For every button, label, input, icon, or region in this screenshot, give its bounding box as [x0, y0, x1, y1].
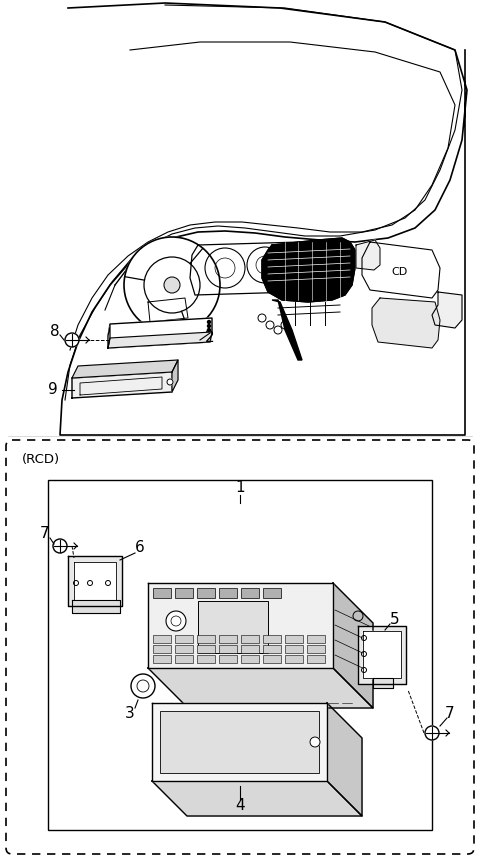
- Polygon shape: [108, 332, 212, 348]
- Bar: [160, 711, 319, 773]
- Bar: [153, 635, 171, 643]
- Circle shape: [65, 333, 79, 347]
- Polygon shape: [72, 600, 120, 613]
- Text: 6: 6: [135, 541, 145, 555]
- Polygon shape: [358, 626, 406, 684]
- Bar: [197, 588, 215, 598]
- Circle shape: [207, 329, 211, 331]
- Bar: [285, 655, 303, 663]
- Polygon shape: [60, 3, 467, 435]
- Bar: [241, 655, 259, 663]
- Polygon shape: [272, 300, 302, 360]
- Polygon shape: [148, 583, 333, 668]
- Bar: [198, 601, 268, 653]
- Polygon shape: [432, 292, 462, 328]
- Polygon shape: [108, 326, 110, 348]
- Bar: [241, 645, 259, 653]
- Bar: [263, 655, 281, 663]
- Bar: [153, 655, 171, 663]
- Polygon shape: [262, 238, 355, 302]
- Text: 7: 7: [445, 705, 455, 721]
- Bar: [307, 655, 325, 663]
- Circle shape: [164, 277, 180, 293]
- Bar: [153, 645, 171, 653]
- Polygon shape: [108, 318, 212, 348]
- Bar: [197, 655, 215, 663]
- Bar: [153, 588, 171, 598]
- Bar: [219, 635, 237, 643]
- Text: 4: 4: [235, 799, 245, 813]
- Bar: [175, 645, 193, 653]
- Bar: [197, 645, 215, 653]
- Circle shape: [124, 237, 220, 333]
- Polygon shape: [72, 372, 172, 398]
- Polygon shape: [327, 703, 362, 816]
- Bar: [241, 588, 259, 598]
- Polygon shape: [373, 678, 393, 688]
- Bar: [197, 635, 215, 643]
- Circle shape: [310, 737, 320, 747]
- Text: (RCD): (RCD): [22, 454, 60, 467]
- Circle shape: [53, 539, 67, 553]
- Bar: [263, 645, 281, 653]
- Polygon shape: [68, 556, 122, 606]
- Bar: [48, 480, 432, 830]
- Text: 9: 9: [48, 383, 58, 397]
- Text: 1: 1: [235, 480, 245, 496]
- Circle shape: [166, 611, 186, 631]
- Bar: [263, 635, 281, 643]
- Bar: [175, 588, 193, 598]
- Bar: [175, 635, 193, 643]
- Text: 3: 3: [125, 705, 135, 721]
- Circle shape: [207, 321, 211, 323]
- Polygon shape: [152, 781, 362, 816]
- Text: CD: CD: [392, 267, 408, 277]
- Polygon shape: [356, 240, 380, 270]
- Bar: [241, 635, 259, 643]
- Circle shape: [207, 324, 211, 328]
- Bar: [263, 588, 281, 598]
- Circle shape: [167, 379, 173, 385]
- Circle shape: [425, 726, 439, 740]
- Text: 5: 5: [390, 613, 400, 627]
- Bar: [285, 645, 303, 653]
- Polygon shape: [148, 298, 188, 322]
- Bar: [219, 655, 237, 663]
- Bar: [307, 645, 325, 653]
- Polygon shape: [72, 360, 178, 378]
- Text: 2: 2: [205, 330, 215, 346]
- Polygon shape: [148, 668, 373, 708]
- Bar: [219, 645, 237, 653]
- Polygon shape: [333, 583, 373, 708]
- Bar: [285, 635, 303, 643]
- Polygon shape: [74, 562, 116, 600]
- Polygon shape: [190, 242, 305, 295]
- Text: 7: 7: [40, 527, 50, 541]
- Bar: [175, 655, 193, 663]
- Bar: [219, 588, 237, 598]
- Circle shape: [131, 674, 155, 698]
- Bar: [307, 635, 325, 643]
- Polygon shape: [372, 298, 440, 348]
- Polygon shape: [152, 703, 327, 781]
- Circle shape: [205, 248, 245, 288]
- Polygon shape: [362, 242, 440, 298]
- Circle shape: [247, 247, 283, 283]
- Text: 8: 8: [50, 324, 60, 340]
- Polygon shape: [363, 631, 401, 678]
- Polygon shape: [172, 360, 178, 392]
